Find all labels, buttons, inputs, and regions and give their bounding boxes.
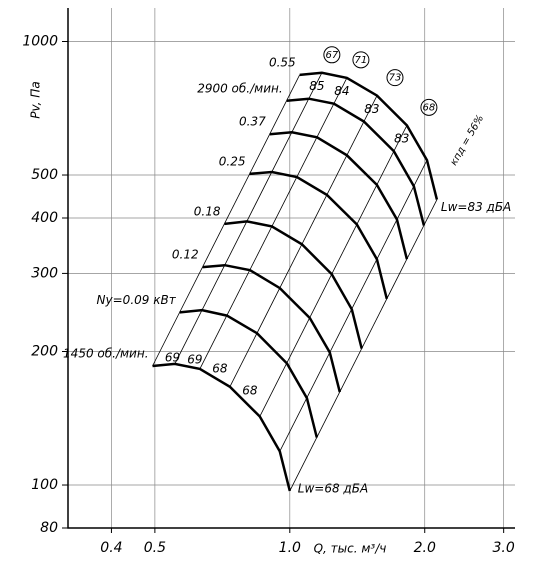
curve-label: 0.18	[194, 204, 221, 218]
noise-label: 68	[212, 361, 228, 375]
fan-curve	[202, 263, 342, 393]
fan-curve	[249, 170, 389, 300]
x-tick-label: 0.4	[100, 540, 122, 556]
noise-level: Lw=68 дБА	[298, 481, 368, 495]
y-tick-label: 500	[31, 167, 58, 183]
x-tick-label: 3.0	[493, 540, 515, 556]
noise-label: 85	[309, 79, 324, 93]
system-line	[259, 125, 408, 417]
y-tick-label: 200	[31, 344, 58, 360]
curve-label: 0.25	[219, 154, 246, 168]
curve-label: 0.12	[172, 248, 199, 262]
system-line	[289, 199, 438, 492]
fan-curve	[269, 131, 409, 260]
efficiency-label: 71	[355, 55, 368, 66]
efficiency-label: 67	[325, 50, 338, 61]
efficiency-label: 68	[423, 102, 436, 113]
y-tick-label: 300	[31, 265, 58, 281]
noise-label: 69	[165, 351, 180, 365]
x-tick-label: 0.5	[144, 540, 166, 556]
noise-label: 83	[364, 102, 379, 116]
system-line	[174, 72, 323, 365]
curve-label: 1450 об./мин.	[63, 347, 148, 361]
x-tick-label: 1.0	[279, 540, 301, 556]
efficiency-title: кпд = 56%	[449, 113, 487, 167]
fan-curve	[286, 97, 426, 226]
y-axis-label: Pv, Па	[29, 81, 43, 118]
fan-curve	[299, 71, 439, 200]
noise-label: 84	[334, 84, 349, 98]
efficiency-circle	[352, 51, 370, 69]
system-line	[229, 95, 378, 387]
curve-label: 0.37	[239, 115, 266, 129]
y-tick-label: 100	[31, 477, 58, 493]
fan-curve	[179, 308, 319, 438]
curve-label: 2900 об./мин.	[197, 81, 282, 95]
efficiency-circle	[420, 98, 438, 116]
y-tick-label: 80	[40, 520, 58, 536]
fan-curve	[152, 362, 292, 492]
efficiency-label: 73	[389, 73, 402, 84]
efficiency-circle	[323, 46, 341, 64]
noise-label: 68	[242, 383, 258, 397]
axes	[67, 8, 515, 529]
y-tick-label: 400	[31, 210, 58, 226]
noise-label: 69	[187, 352, 202, 366]
fan-curve	[224, 220, 363, 349]
system-line	[199, 77, 348, 370]
x-tick-label: 2.0	[414, 540, 436, 556]
system-line	[279, 160, 428, 452]
y-tick-label: 1000	[22, 34, 58, 50]
curve-label: Ny=0.09 кВт	[97, 293, 177, 307]
noise-label: 83	[394, 132, 409, 146]
system-line	[152, 74, 301, 367]
efficiency-circle	[386, 69, 404, 87]
curve-label: 0.55	[269, 55, 296, 69]
noise-level: Lw=83 дБА	[441, 200, 511, 214]
x-axis-label: Q, тыс. м³/ч	[314, 542, 387, 556]
